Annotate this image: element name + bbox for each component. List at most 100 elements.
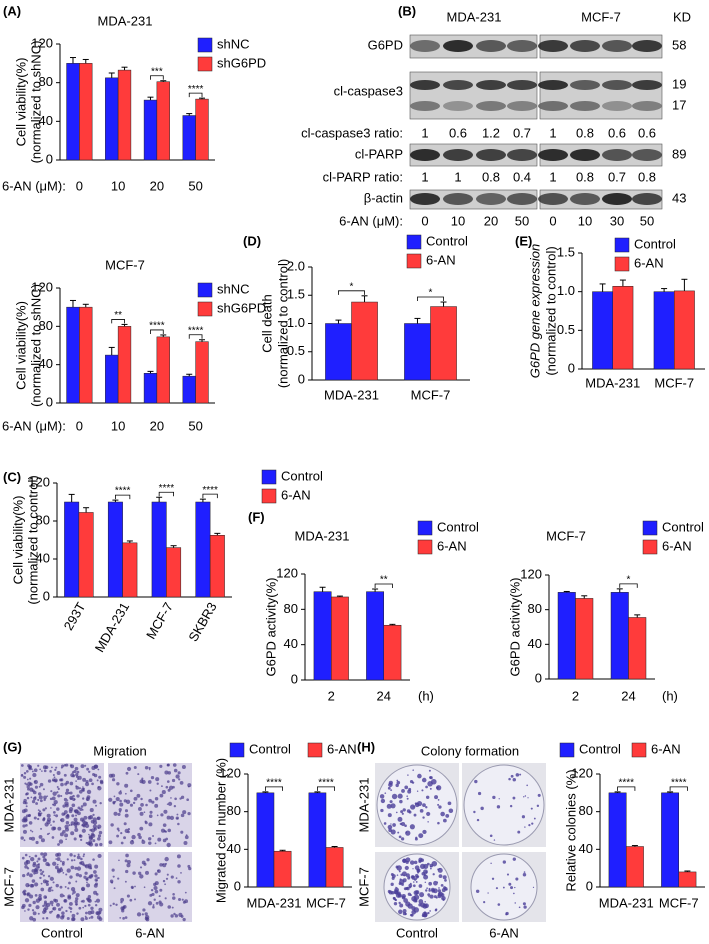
cell-stain: [82, 777, 87, 782]
cell-stain: [88, 876, 92, 879]
cell-stain: [151, 800, 155, 804]
kd-header: KD: [673, 9, 691, 24]
significance-label: ****: [149, 321, 165, 332]
cell-stain: [75, 897, 79, 901]
colony: [401, 871, 407, 877]
cell-stain: [37, 809, 40, 812]
cell-stain: [31, 830, 34, 833]
colony: [429, 787, 432, 790]
cell-stain: [22, 874, 26, 878]
cell-stain: [178, 912, 183, 918]
blot-band: [602, 40, 632, 52]
cell-stain: [62, 830, 66, 834]
colony: [492, 795, 496, 800]
cell-stain: [116, 782, 120, 786]
cell-stain: [20, 836, 24, 840]
panel-label: (C): [3, 469, 21, 484]
cell-stain: [129, 840, 135, 845]
blot-band: [476, 149, 506, 161]
legend-swatch: [197, 37, 213, 53]
cell-stain: [72, 917, 76, 921]
cell-stain: [73, 854, 76, 858]
blot-value: 0.6: [449, 125, 467, 140]
error-bar: [69, 299, 76, 308]
colony: [399, 903, 404, 908]
cell-stain: [178, 897, 182, 901]
colony: [477, 791, 482, 796]
cell-stain: [78, 874, 83, 878]
colony: [412, 881, 415, 883]
legend-label: Control: [249, 741, 291, 756]
cell-stain: [139, 779, 144, 784]
cell-stain: [180, 872, 182, 874]
cell-stain: [44, 807, 47, 810]
cell-stain: [71, 913, 76, 918]
cell-stain: [188, 867, 192, 871]
cell-stain: [138, 807, 142, 811]
error-bar: [372, 588, 379, 592]
colony: [393, 901, 398, 906]
colony: [423, 863, 429, 869]
legend-label: 6-AN: [651, 741, 681, 756]
y-tick-label: 80: [284, 601, 298, 616]
cell-stain: [74, 766, 79, 771]
y-tick-label: 80: [36, 512, 50, 527]
cell-stain: [33, 868, 38, 873]
cell-stain: [79, 834, 83, 838]
colony: [391, 874, 396, 878]
blot-membrane: [539, 71, 663, 120]
colony: [445, 814, 450, 818]
colony: [426, 887, 428, 890]
cell-stain: [111, 868, 115, 872]
colony: [536, 804, 540, 808]
cell-stain: [53, 799, 58, 805]
y-axis-label: Relative colonies (%): [563, 769, 578, 891]
blot-value: 0.8: [482, 169, 500, 184]
colony: [531, 822, 534, 825]
cell-stain: [66, 814, 69, 817]
y-tick-label: 0.5: [287, 343, 305, 358]
x-tick-label: MDA-231: [599, 895, 654, 910]
colony: [518, 906, 521, 909]
cell-stain: [77, 853, 80, 856]
legend-label: 6-AN: [662, 538, 692, 553]
significance-label: ****: [188, 84, 204, 95]
cell-stain: [32, 861, 37, 866]
cell-stain: [148, 768, 151, 771]
x-tick-label: MCF-7: [143, 600, 176, 642]
x-tick-label: MDA-231: [247, 895, 302, 910]
x-tick-label: MCF-7: [306, 895, 346, 910]
y-tick-label: 40: [528, 636, 542, 651]
cell-stain: [22, 829, 27, 834]
bar: [143, 373, 158, 404]
cell-stain: [119, 799, 122, 803]
error-bar: [108, 346, 115, 356]
cell-stain: [134, 898, 137, 901]
cell-stain: [61, 911, 65, 915]
colony: [433, 880, 438, 886]
x-tick-label: MCF-7: [411, 387, 451, 402]
image-col-label: 6-AN: [135, 925, 165, 940]
x-tick-label: MDA-231: [324, 387, 379, 402]
blot-band: [538, 149, 568, 161]
cell-stain: [26, 770, 29, 773]
cell-stain: [73, 822, 78, 827]
colony: [508, 882, 512, 886]
cell-stain: [123, 799, 127, 803]
colony: [422, 803, 426, 808]
cell-stain: [125, 771, 129, 775]
x-tick-label: MCF-7: [659, 895, 699, 910]
cell-stain: [92, 839, 96, 843]
cell-stain: [52, 881, 55, 884]
legend-swatch: [417, 520, 433, 536]
x-tick-label: 24: [377, 688, 391, 703]
y-tick-label: 80: [579, 803, 593, 818]
cell-stain: [171, 906, 174, 909]
cell-stain: [50, 886, 53, 889]
bar: [592, 291, 614, 370]
legend-swatch: [614, 237, 630, 253]
cell-stain: [134, 885, 136, 888]
cell-stain: [117, 812, 121, 817]
bar: [608, 792, 627, 888]
cell-stain: [29, 782, 33, 786]
